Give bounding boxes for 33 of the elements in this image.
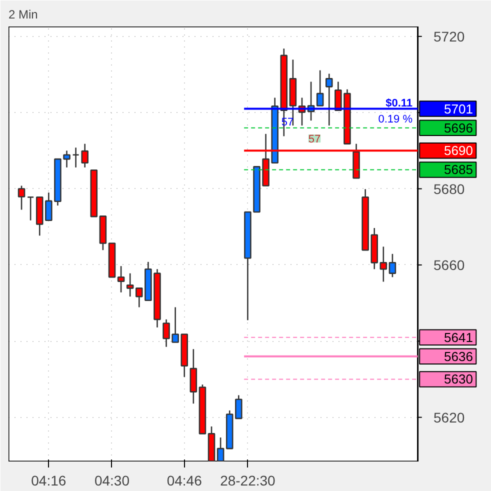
candlestick	[81, 143, 88, 168]
x-tick-label: 04:16	[31, 472, 66, 488]
y-tick-label: 5660	[434, 256, 465, 273]
ref-line-label: 5685	[444, 162, 473, 178]
ref-line-label: 5701	[444, 101, 473, 116]
annotation: 0.19 %	[378, 114, 413, 126]
candlestick	[126, 272, 134, 298]
annotation: $0.11	[386, 98, 412, 110]
candlestick	[117, 265, 125, 294]
x-tick-label: 28-22:30	[220, 472, 276, 488]
ref-line-label: 5630	[444, 372, 473, 387]
y-tick-label: 5720	[434, 28, 465, 44]
ref-line-label: 5696	[444, 120, 473, 136]
candlestick	[380, 246, 388, 282]
candlestick	[316, 70, 324, 106]
candlestick	[388, 253, 396, 278]
x-tick-label: 04:30	[94, 472, 130, 488]
ref-line-label: 5641	[444, 330, 473, 345]
candlestick	[26, 196, 34, 222]
annotation: 57	[308, 134, 321, 146]
candlestick	[18, 185, 26, 210]
ref-line-label: 5690	[444, 143, 473, 158]
chart-title: 2 Min	[8, 8, 38, 22]
candlestick	[190, 348, 198, 404]
candlestick	[235, 394, 242, 420]
candlestick	[216, 436, 224, 462]
candlestick	[63, 150, 70, 168]
y-tick-label: 5620	[434, 409, 465, 426]
x-tick-label: 04:46	[166, 472, 202, 488]
ref-line-label: 5636	[444, 348, 473, 364]
candlestick	[72, 146, 80, 168]
candlestick	[325, 73, 333, 126]
y-tick-label: 5680	[434, 180, 465, 197]
